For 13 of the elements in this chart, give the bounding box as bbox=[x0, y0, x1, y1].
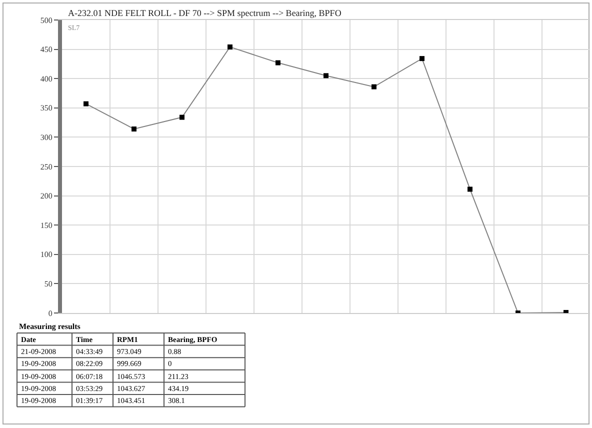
y-tick-label: 100 bbox=[40, 250, 52, 260]
y-tick-label: 500 bbox=[40, 16, 52, 25]
y-tick-label: 450 bbox=[40, 45, 52, 54]
y-tick-label: 300 bbox=[40, 133, 52, 142]
y-tick-label: 200 bbox=[40, 192, 52, 201]
y-tick-label: 150 bbox=[40, 220, 52, 230]
text: Measuring results bbox=[19, 322, 80, 331]
y-tick-label: 250 bbox=[40, 162, 52, 172]
y-tick-label: 400 bbox=[40, 74, 52, 84]
y-tick-label: 350 bbox=[40, 104, 52, 113]
chart-title: A-232.01 NDE FELT ROLL - DF 70 --> SPM spectrum --> Bearing, BPFO bbox=[68, 8, 342, 18]
y-tick-label: 50 bbox=[44, 280, 52, 288]
y-tick-label: 0 bbox=[48, 308, 52, 318]
